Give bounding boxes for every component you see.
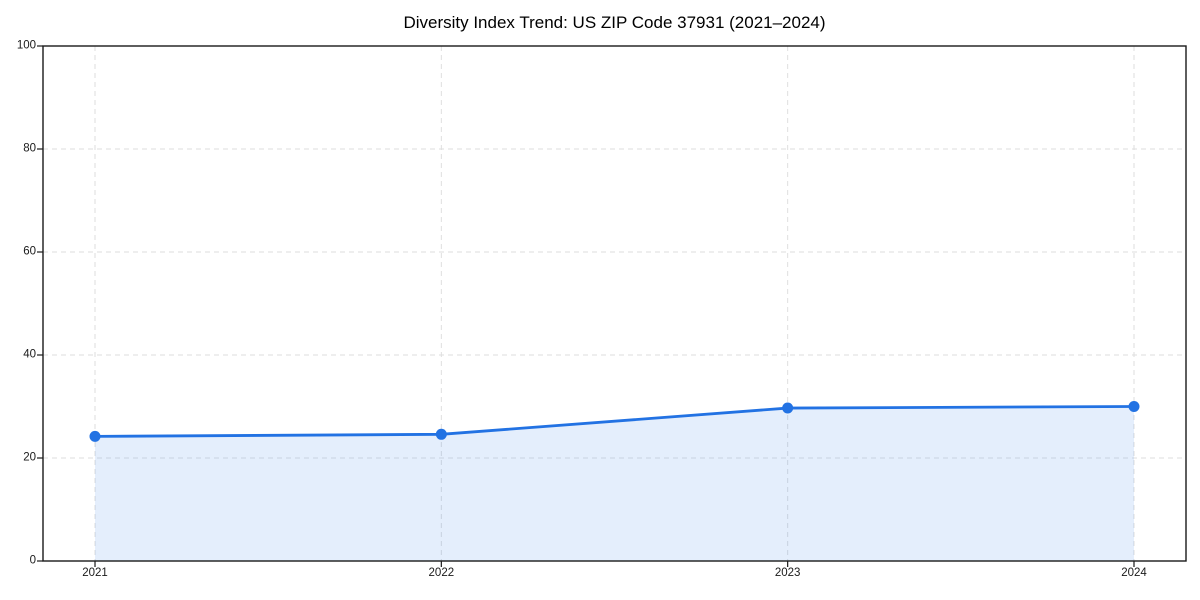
y-tick-label: 40 — [23, 348, 36, 361]
x-tick-label: 2022 — [428, 567, 455, 579]
x-tick-label: 2023 — [774, 567, 801, 579]
y-tick-label: 20 — [23, 451, 36, 464]
chart-title: Diversity Index Trend: US ZIP Code 37931… — [403, 13, 826, 32]
y-tick-label: 60 — [23, 245, 36, 258]
y-tick-label: 100 — [16, 39, 36, 52]
plot-svg — [37, 45, 1187, 567]
x-tick-label: 2021 — [82, 567, 108, 579]
y-tick-label: 0 — [29, 554, 36, 567]
x-tick-label: 2024 — [1121, 567, 1147, 579]
plot-area — [37, 45, 1187, 567]
y-tick-label: 80 — [23, 142, 36, 155]
